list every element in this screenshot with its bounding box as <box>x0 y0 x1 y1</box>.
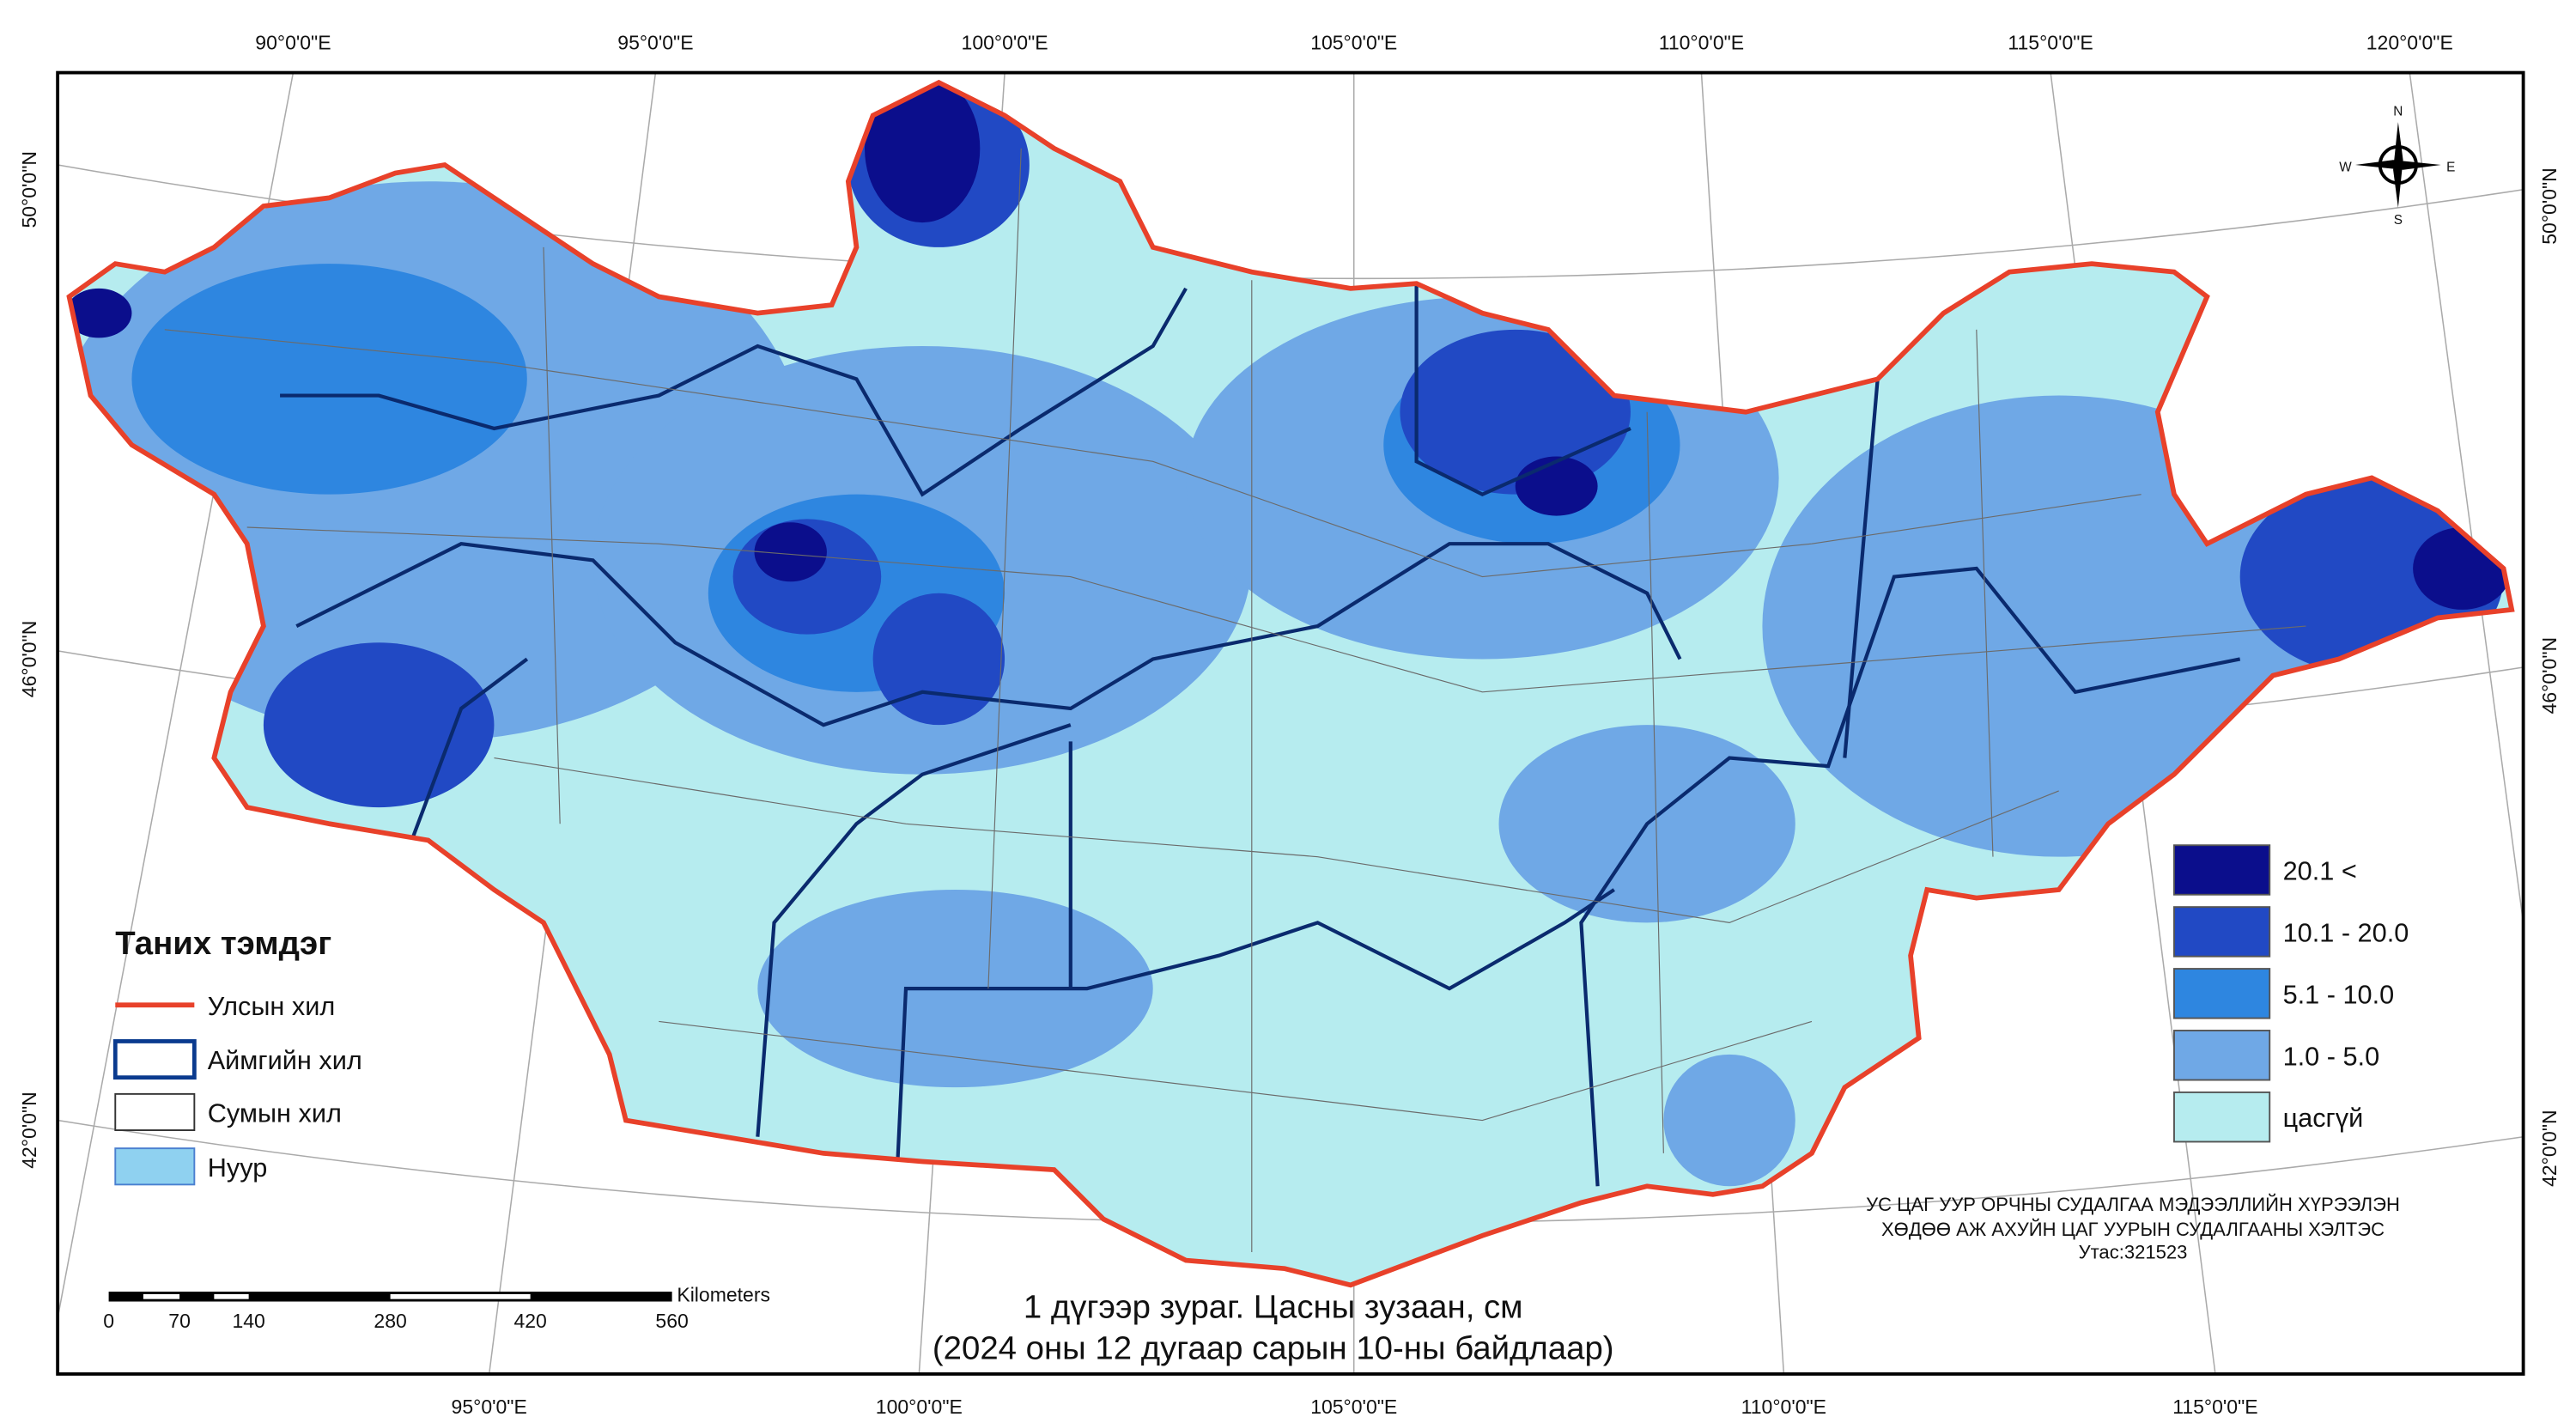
graticule-label: 46°0'0"N <box>18 621 40 698</box>
legend-title: Таних тэмдэг <box>115 925 331 962</box>
graticule-label: 46°0'0"N <box>2538 637 2561 715</box>
snow-class-label: цасгүй <box>2283 1103 2364 1133</box>
legend <box>112 1002 197 1186</box>
graticule-label: 100°0'0"E <box>962 32 1048 54</box>
graticule-label: 90°0'0"E <box>255 32 331 54</box>
legend-label: Улсын хил <box>208 991 336 1021</box>
legend-symbol <box>114 1092 196 1132</box>
graticule-label: 105°0'0"E <box>1310 1396 1397 1417</box>
credit-line: Утас:321523 <box>2079 1242 2188 1263</box>
scale-bar <box>108 1292 672 1302</box>
compass-letter: E <box>2446 161 2455 175</box>
graticule-label: 50°0'0"N <box>2538 167 2561 245</box>
credit-line: УС ЦАГ УУР ОРЧНЫ СУДАЛГАА МЭДЭЭЛЛИЙН ХҮР… <box>1866 1194 2400 1215</box>
compass <box>2354 122 2441 208</box>
graticule-label: 100°0'0"E <box>876 1396 963 1417</box>
graticule-label: 42°0'0"N <box>18 1092 40 1169</box>
legend-label: Аймгийн хил <box>208 1045 362 1075</box>
snow-class-label: 10.1 - 20.0 <box>2283 917 2409 947</box>
graticule-label: 105°0'0"E <box>1310 32 1397 54</box>
map-title: 1 дүгээр зураг. Цасны зузаан, см <box>1024 1289 1523 1326</box>
snow-class-label: 20.1 < <box>2283 855 2357 885</box>
credit-line: ХӨДӨӨ АЖ АХУЙН ЦАГ УУРЫН СУДАЛГААНЫ ХЭЛТ… <box>1881 1219 2385 1240</box>
compass-letter: S <box>2394 213 2403 228</box>
snow-class-label: 5.1 - 10.0 <box>2283 979 2395 1009</box>
graticule-label: 120°0'0"E <box>2366 32 2453 54</box>
scale-label: 0 <box>103 1310 114 1332</box>
meridian <box>2409 72 2524 923</box>
legend-label: Нуур <box>208 1152 268 1183</box>
snow-class-swatch <box>2173 968 2271 1019</box>
graticule-label: 95°0'0"E <box>617 32 693 54</box>
scale-label: 560 <box>655 1310 688 1332</box>
graticule-label: 50°0'0"N <box>18 151 40 228</box>
province-borders <box>280 283 2241 1187</box>
graticule-label: 95°0'0"E <box>452 1396 527 1417</box>
snow-class-swatch <box>2173 1091 2271 1143</box>
legend-symbol <box>114 1147 196 1186</box>
snow-class-swatch <box>2173 844 2271 896</box>
compass-letter: W <box>2339 161 2352 175</box>
graticule-label: 115°0'0"E <box>2172 1396 2257 1417</box>
legend-symbol <box>112 1039 197 1080</box>
map-title: (2024 оны 12 дугаар сарын 10-ны байдлаар… <box>933 1330 1614 1367</box>
graticule-label: 110°0'0"E <box>1659 32 1744 54</box>
scale-label: 70 <box>168 1310 191 1332</box>
soum-borders <box>164 148 2306 1252</box>
scale-label: 140 <box>232 1310 264 1332</box>
map-frame <box>56 70 2525 1376</box>
compass-letter: N <box>2393 104 2403 119</box>
graticule-label: 115°0'0"E <box>2008 32 2093 54</box>
snow-class-label: 1.0 - 5.0 <box>2283 1041 2380 1071</box>
graticule-label: 110°0'0"E <box>1741 1396 1826 1417</box>
scale-label: 280 <box>374 1310 406 1332</box>
scale-label: 420 <box>513 1310 546 1332</box>
snow-class-swatch <box>2173 1030 2271 1081</box>
snow-class-swatch <box>2173 906 2271 958</box>
legend-label: Сумын хил <box>208 1098 342 1128</box>
scale-unit: Kilometers <box>677 1284 770 1306</box>
graticule-label: 42°0'0"N <box>2538 1110 2561 1187</box>
